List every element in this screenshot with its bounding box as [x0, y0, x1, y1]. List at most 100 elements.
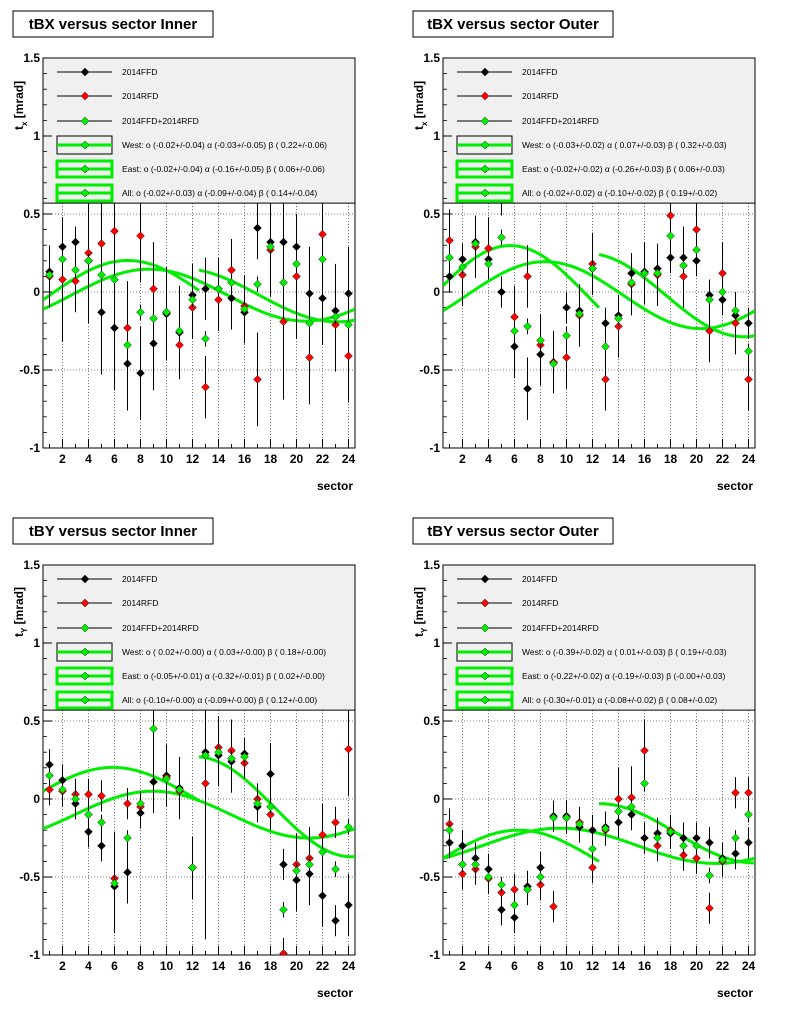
- data-point: [744, 375, 753, 384]
- data-point: [614, 807, 623, 816]
- data-point: [240, 752, 249, 762]
- data-point: [188, 295, 197, 305]
- chart-title: tBX versus sector Inner: [29, 16, 198, 33]
- x-tick-label: 18: [664, 452, 678, 466]
- y-tick-label: 1.5: [423, 51, 440, 65]
- chart-title-box: [412, 10, 614, 38]
- data-point: [201, 779, 210, 788]
- data-point: [497, 905, 506, 915]
- data-point: [227, 754, 236, 763]
- data-point: [718, 268, 727, 278]
- data-point: [84, 810, 93, 819]
- legend-label: All: o (-0.10+/-0.00) α (-0.09+/-0.00) β…: [122, 695, 317, 705]
- data-point: [162, 307, 171, 317]
- data-area: [43, 710, 355, 955]
- data-area: [443, 203, 755, 420]
- data-point: [84, 827, 93, 837]
- plot-frame: [42, 57, 356, 449]
- data-point: [484, 872, 493, 882]
- x-tick-label: 2: [459, 959, 466, 973]
- data-point: [744, 318, 753, 328]
- x-tick-label: 20: [690, 452, 704, 466]
- data-point: [666, 231, 675, 241]
- data-point: [679, 272, 688, 281]
- data-point: [344, 289, 353, 298]
- legend-label: East: o (-0.02+/-0.04) α (-0.16+/-0.05) …: [122, 164, 325, 174]
- data-point: [471, 860, 480, 869]
- x-tick-label: 2: [59, 959, 66, 973]
- x-tick-label: 24: [742, 959, 756, 973]
- data-point: [253, 375, 262, 384]
- data-point: [588, 825, 597, 835]
- data-point: [562, 353, 571, 362]
- data-point: [136, 799, 145, 808]
- data-point: [318, 847, 327, 857]
- data-point: [445, 825, 454, 835]
- legend-label: East: o (-0.05+/-0.01) α (-0.32+/-0.01) …: [122, 671, 325, 681]
- x-tick-label: 14: [212, 959, 226, 973]
- data-point: [227, 265, 236, 275]
- data-point: [705, 326, 714, 336]
- data-point: [318, 254, 327, 264]
- data-point: [110, 878, 119, 888]
- x-tick-label: 8: [537, 959, 544, 973]
- data-point: [731, 318, 740, 328]
- data-point: [201, 284, 210, 294]
- data-point: [58, 254, 67, 264]
- data-point: [331, 818, 340, 827]
- y-tick-label: 0.5: [23, 714, 40, 728]
- data-point: [666, 827, 675, 837]
- fit-curve-all: [443, 826, 755, 865]
- data-point: [731, 833, 740, 843]
- data-point: [627, 802, 636, 812]
- data-point: [445, 253, 454, 262]
- data-point: [149, 724, 158, 734]
- fit-curve-west: [443, 828, 600, 863]
- data-point: [305, 289, 314, 298]
- data-point: [679, 850, 688, 860]
- y-tick-label: 1.5: [423, 558, 440, 572]
- legend-marker: [80, 623, 90, 633]
- legend-label: 2014FFD: [522, 67, 557, 77]
- legend-label: 2014FFD+2014RFD: [122, 623, 199, 633]
- x-tick-label: 24: [342, 452, 356, 466]
- legend-marker: [80, 164, 90, 174]
- data-point: [575, 309, 584, 319]
- data-point: [97, 270, 106, 280]
- chart-title-box: [12, 517, 214, 545]
- data-point: [562, 331, 571, 340]
- plot-frame: [42, 564, 356, 956]
- data-point: [614, 794, 623, 804]
- data-point: [175, 326, 184, 336]
- y-tick-label: -0.5: [419, 870, 440, 884]
- data-point: [318, 229, 327, 239]
- data-point: [458, 860, 467, 869]
- data-point: [614, 314, 623, 323]
- legend-label: 2014RFD: [522, 91, 558, 101]
- data-point: [97, 818, 106, 827]
- data-point: [627, 278, 636, 287]
- data-point: [718, 855, 727, 865]
- data-point: [344, 744, 353, 754]
- data-point: [692, 245, 701, 255]
- data-point: [162, 774, 171, 784]
- data-point: [510, 900, 519, 910]
- data-point: [149, 339, 158, 348]
- x-tick-label: 14: [612, 959, 626, 973]
- x-tick-label: 2: [459, 452, 466, 466]
- data-point: [679, 841, 688, 851]
- data-point: [266, 242, 275, 252]
- data-point: [731, 788, 740, 798]
- data-point: [549, 902, 558, 911]
- y-tick-label: 1.5: [23, 558, 40, 572]
- data-point: [640, 833, 649, 843]
- x-tick-label: 6: [111, 452, 118, 466]
- x-tick-label: 22: [716, 452, 730, 466]
- x-tick-label: 4: [485, 452, 492, 466]
- y-axis-label: tY [mrad]: [412, 587, 429, 637]
- legend-marker: [80, 188, 90, 198]
- data-point: [279, 905, 288, 915]
- data-point: [305, 318, 314, 328]
- data-point: [510, 913, 519, 922]
